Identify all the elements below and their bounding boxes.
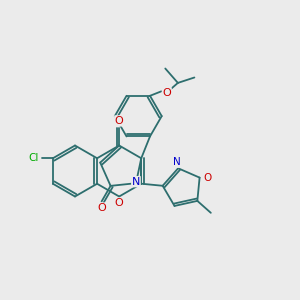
Text: O: O: [115, 198, 124, 208]
Text: N: N: [132, 177, 140, 187]
Text: O: O: [203, 172, 211, 183]
Text: O: O: [115, 116, 124, 126]
Text: O: O: [97, 203, 106, 213]
Text: O: O: [162, 88, 171, 98]
Text: N: N: [173, 157, 181, 167]
Text: Cl: Cl: [29, 153, 39, 163]
